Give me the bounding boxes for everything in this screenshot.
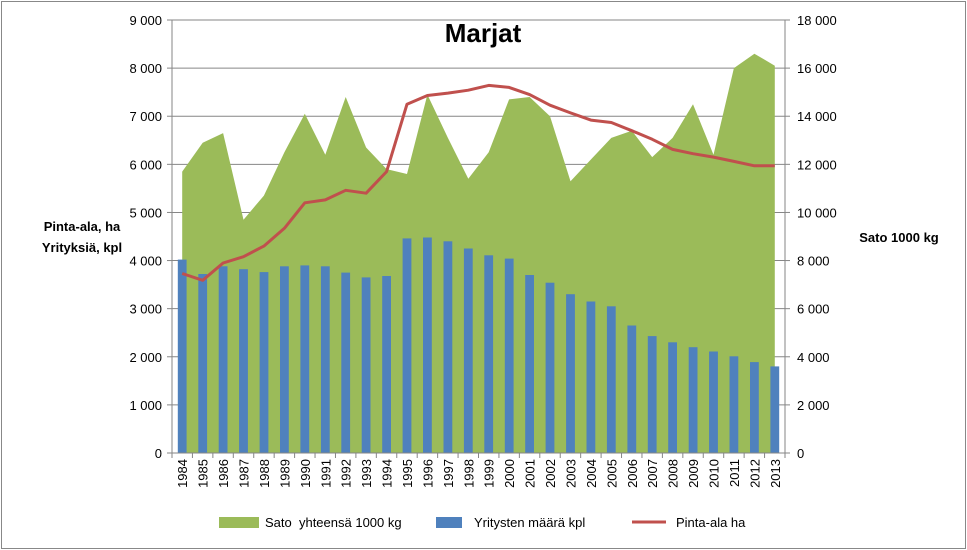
x-tick-label: 1989	[277, 459, 292, 488]
chart-title: Marjat	[445, 18, 522, 48]
line-series-layer	[181, 83, 775, 282]
bar-yritysten-maara	[709, 351, 718, 453]
x-tick-label: 1992	[339, 459, 354, 488]
bar-yritysten-maara	[463, 248, 473, 453]
bar-yritysten-maara	[218, 266, 228, 453]
bar-yritysten-maara	[525, 275, 534, 453]
x-tick-label: 2000	[502, 459, 517, 488]
legend-label-yritykset: Yritysten määrä kpl	[474, 515, 585, 530]
bar-yritysten-maara	[545, 282, 555, 453]
right-tick-label: 2 000	[797, 398, 830, 413]
legend-swatch-yritykset	[436, 517, 462, 528]
x-tick-label: 2011	[727, 459, 742, 487]
bar-yritysten-maara	[198, 274, 208, 453]
x-tick-label: 2001	[523, 459, 538, 488]
right-tick-label: 14 000	[797, 109, 837, 124]
bar-yritysten-maara	[504, 258, 514, 453]
x-tick-label: 1993	[359, 459, 374, 488]
bar-yritysten-maara	[300, 265, 310, 453]
x-tick-label: 1994	[380, 459, 395, 488]
bar-yritysten-maara	[280, 266, 289, 453]
bar-yritysten-maara	[361, 277, 371, 453]
right-tick-label: 4 000	[797, 350, 830, 365]
bar-yritysten-maara	[586, 301, 596, 453]
left-tick-label: 6 000	[129, 157, 162, 172]
bar-yritysten-maara	[259, 272, 269, 453]
legend: Sato yhteensä 1000 kg Yritysten määrä kp…	[219, 515, 746, 530]
bar-yritysten-maara	[177, 259, 187, 453]
line-pinta-ala	[181, 83, 775, 282]
bar-yritysten-maara	[341, 272, 351, 453]
x-tick-label: 1987	[237, 459, 252, 488]
bar-yritysten-maara	[402, 238, 412, 453]
bar-yritysten-maara	[443, 241, 453, 453]
x-tick-label: 2010	[707, 459, 722, 488]
left-tick-label: 4 000	[129, 254, 162, 269]
bar-yritysten-maara	[770, 366, 780, 453]
x-tick-label: 1986	[216, 459, 231, 488]
left-tick-label: 8 000	[129, 61, 162, 76]
x-tick-label: 2012	[747, 459, 762, 488]
x-tick-label: 2007	[645, 459, 660, 488]
left-tick-label: 3 000	[129, 302, 162, 317]
right-tick-label: 18 000	[797, 13, 837, 28]
right-axis-label: Sato 1000 kg	[859, 230, 939, 245]
bar-yritysten-maara	[647, 336, 657, 453]
bar-yritysten-maara	[627, 325, 637, 453]
x-tick-label: 1999	[482, 459, 497, 488]
x-tick-label: 2013	[768, 459, 783, 488]
left-tick-label: 5 000	[129, 205, 162, 220]
legend-label-pinta-ala: Pinta-ala ha	[676, 515, 746, 530]
bar-yritysten-maara	[320, 266, 330, 453]
bar-yritysten-maara	[750, 362, 759, 453]
right-tick-label: 10 000	[797, 205, 837, 220]
left-axis-label-line1: Pinta-ala, ha	[44, 219, 121, 234]
bar-yritysten-maara	[688, 347, 698, 453]
x-tick-label: 1984	[175, 459, 190, 488]
bar-yritysten-maara	[484, 255, 494, 453]
legend-swatch-sato	[219, 517, 259, 528]
x-tick-label: 1998	[461, 459, 476, 488]
x-tick-label: 2003	[564, 459, 579, 488]
x-tick-label: 2004	[584, 459, 599, 488]
left-tick-label: 2 000	[129, 350, 162, 365]
right-axis-ticks: 0 2 000 4 000 6 000 8 000 10 000 12 000 14 000 1…	[785, 13, 837, 461]
left-tick-label: 7 000	[129, 109, 162, 124]
area-sato-yhteensa	[182, 53, 775, 453]
x-tick-label: 2002	[543, 459, 558, 488]
right-tick-label: 12 000	[797, 157, 837, 172]
left-tick-label: 9 000	[129, 13, 162, 28]
bar-yritysten-maara	[668, 342, 677, 453]
bar-yritysten-maara	[423, 237, 432, 453]
x-axis-ticks: 1984 1985 1986 1987 1988 1989 1990 1991 1992 1993…	[171, 453, 786, 488]
x-tick-label: 1995	[400, 459, 415, 488]
x-tick-label: 1988	[257, 459, 272, 488]
right-tick-label: 0	[797, 446, 804, 461]
x-tick-label: 1996	[420, 459, 435, 488]
x-tick-label: 1985	[196, 459, 211, 488]
x-tick-label: 1990	[298, 459, 313, 488]
left-tick-label: 1 000	[129, 398, 162, 413]
x-tick-label: 1997	[441, 459, 456, 488]
bar-yritysten-maara	[729, 356, 739, 453]
x-tick-label: 2006	[625, 459, 640, 488]
bar-yritysten-maara	[239, 269, 248, 453]
x-tick-label: 2009	[686, 459, 701, 488]
left-tick-label: 0	[155, 446, 162, 461]
area-series-layer	[182, 53, 775, 453]
left-axis-label-line2: Yrityksiä, kpl	[42, 240, 122, 255]
x-tick-label: 2005	[604, 459, 619, 488]
bar-yritysten-maara	[566, 294, 575, 453]
x-tick-label: 2008	[666, 459, 681, 488]
right-tick-label: 8 000	[797, 254, 830, 269]
right-tick-label: 16 000	[797, 61, 837, 76]
bar-series-layer	[177, 237, 780, 453]
bar-yritysten-maara	[382, 276, 391, 453]
x-tick-label: 1991	[318, 459, 333, 488]
legend-label-sato: Sato yhteensä 1000 kg	[265, 515, 402, 530]
left-axis-ticks: 0 1 000 2 000 3 000 4 000 5 000 6 000 7 000 8 00…	[129, 13, 172, 461]
bar-yritysten-maara	[606, 306, 616, 453]
right-tick-label: 6 000	[797, 302, 830, 317]
